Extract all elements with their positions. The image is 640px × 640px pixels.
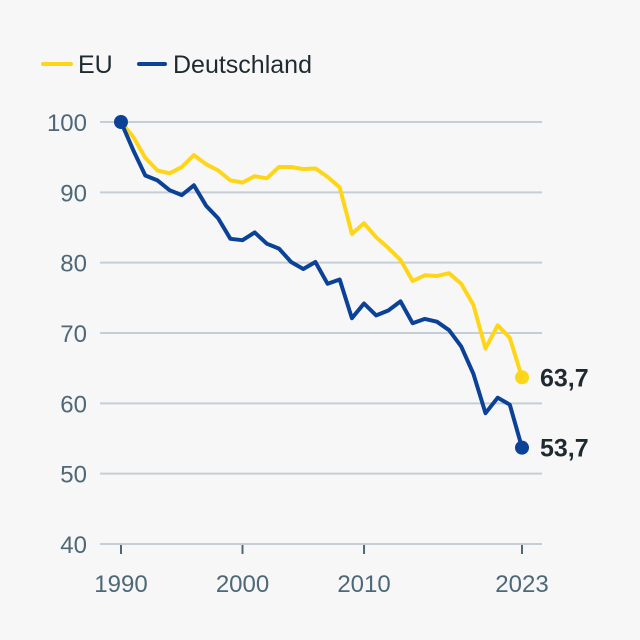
series-line-eu [119,120,524,380]
series-line-deutschland [119,120,524,450]
y-axis: 100 90 80 70 60 50 40 [47,110,87,559]
y-tick-label: 40 [60,532,87,559]
y-tick-label: 90 [60,180,87,207]
legend: EU Deutschland [41,51,312,79]
legend-item-deutschland[interactable]: Deutschland [137,51,312,79]
y-tick-label: 100 [47,110,87,137]
end-point-deutschland [515,440,529,455]
legend-label-deutschland: Deutschland [173,51,312,79]
series-group [114,115,529,455]
y-tick-label: 80 [60,251,87,278]
x-tick-label: 2000 [216,571,269,598]
legend-item-eu[interactable]: EU [41,51,113,79]
x-axis: 1990 2000 2010 2023 [94,545,549,598]
end-point-eu [515,370,529,385]
end-label-deutschland: 53,7 [540,435,589,463]
end-label-eu: 63,7 [540,364,589,392]
y-tick-label: 70 [60,321,87,348]
x-tick-label: 2023 [495,571,548,598]
end-labels: 63,7 53,7 [540,364,589,462]
x-tick-label: 1990 [94,571,147,598]
x-tick-label: 2010 [337,571,390,598]
y-tick-label: 60 [60,391,87,418]
y-tick-label: 50 [60,462,87,489]
start-point [114,115,128,129]
legend-label-eu: EU [78,51,113,79]
